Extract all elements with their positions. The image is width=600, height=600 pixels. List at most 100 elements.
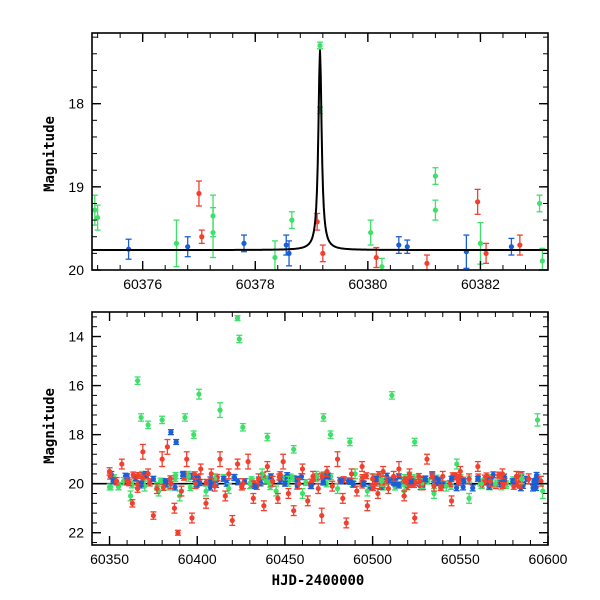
bottom-data-point (359, 463, 365, 470)
bottom-data-point (145, 422, 151, 428)
bottom-data-point (172, 472, 179, 479)
top-data-point (475, 199, 481, 205)
bottom-data-point (448, 498, 455, 504)
bottom-data-point (203, 488, 209, 494)
bottom-data-point (363, 473, 369, 479)
bottom-data-point (113, 478, 120, 484)
bottom-data-point (130, 472, 136, 478)
bottom-data-point (319, 512, 325, 519)
bottom-data-point (511, 483, 517, 489)
bottom-data-point (354, 488, 360, 494)
bottom-data-point (431, 490, 437, 497)
bottom-data-point (540, 488, 546, 494)
bottom-data-point (296, 481, 302, 487)
bottom-data-point (164, 444, 171, 450)
bottom-data-point (168, 429, 174, 435)
bottom-data-point (291, 446, 297, 452)
top-data-points (91, 41, 546, 270)
top-data-point (283, 242, 289, 248)
bottom-ticks: 60350 60400 60450 60500 60550 60600 14 16 18 20 22 (68, 312, 568, 567)
bottom-data-point (252, 483, 258, 489)
bottom-data-point (192, 481, 199, 487)
bottom-data-points (106, 315, 546, 536)
bottom-data-point (531, 478, 537, 484)
bottom-data-point (208, 471, 214, 477)
top-xtick-label: 60376 (123, 276, 162, 292)
top-data-point (272, 254, 278, 261)
top-data-point (173, 240, 180, 246)
bottom-data-point (340, 495, 346, 501)
top-ytick-label: 18 (68, 96, 84, 112)
top-data-point (185, 244, 191, 250)
bottom-data-point (389, 392, 395, 398)
bottom-data-point (234, 461, 241, 467)
top-plot-frame (91, 32, 549, 271)
bottom-data-point (198, 466, 204, 472)
bottom-data-point (422, 476, 428, 482)
bottom-ytick-label: 14 (68, 329, 84, 345)
bottom-data-point (280, 459, 286, 465)
top-xtick-label: 60382 (461, 276, 500, 292)
bottom-data-point (447, 480, 453, 487)
bottom-data-point (163, 478, 169, 484)
top-data-point (517, 242, 523, 248)
bottom-data-point (448, 476, 455, 482)
top-data-point (320, 250, 326, 256)
bottom-data-point (338, 478, 344, 484)
bottom-data-point (212, 476, 218, 482)
bottom-data-point (220, 476, 227, 482)
bottom-data-point (408, 478, 414, 484)
bottom-data-point (466, 495, 472, 501)
bottom-data-point (240, 481, 246, 487)
bottom-data-point (347, 439, 353, 445)
bottom-data-point (299, 490, 306, 497)
top-ticks: 60376 60378 60380 60382 18 19 20 (68, 33, 548, 292)
bottom-data-point (203, 500, 209, 506)
bottom-data-point (291, 508, 297, 514)
bottom-data-point (285, 490, 292, 497)
bottom-data-point (440, 473, 446, 479)
bottom-data-point (159, 456, 165, 462)
bottom-data-point (226, 485, 232, 492)
top-data-point (286, 250, 292, 256)
bottom-data-point (457, 468, 463, 475)
bottom-data-point (203, 479, 209, 485)
bottom-plot-frame (91, 311, 549, 546)
bottom-data-point (424, 456, 430, 462)
bottom-data-point (534, 417, 541, 423)
top-data-point (210, 229, 216, 236)
top-data-point (199, 234, 205, 240)
bottom-data-point (401, 493, 407, 499)
top-data-point (432, 207, 439, 213)
bottom-data-point (138, 414, 144, 421)
bottom-data-point (475, 463, 481, 470)
bottom-data-point (182, 414, 188, 421)
bottom-data-point (275, 495, 281, 501)
bottom-data-point (245, 459, 251, 465)
bottom-data-point (483, 473, 490, 479)
bottom-data-point (519, 476, 525, 482)
bottom-data-point (222, 493, 228, 499)
bottom-data-point (470, 485, 476, 491)
bottom-data-point (191, 432, 197, 438)
bottom-data-point (217, 456, 223, 462)
bottom-data-point (431, 483, 437, 489)
bottom-ytick-label: 16 (68, 378, 84, 394)
bottom-data-point (119, 461, 125, 467)
bottom-data-point (348, 471, 355, 477)
bottom-data-point (310, 473, 316, 479)
bottom-data-point (173, 439, 179, 445)
top-data-point (317, 42, 323, 49)
bottom-data-point (417, 478, 423, 484)
bottom-xtick-label: 60400 (178, 551, 217, 567)
bottom-xtick-label: 60550 (441, 551, 480, 567)
bottom-data-point (231, 475, 238, 481)
bottom-data-point (282, 481, 288, 487)
bottom-data-point (478, 481, 484, 487)
bottom-data-point (454, 461, 460, 467)
bottom-data-point (106, 468, 113, 475)
panel-top: 60376 60378 60380 60382 18 19 20 Magnitude (42, 32, 549, 292)
bottom-data-point (319, 473, 325, 479)
bottom-data-point (343, 520, 349, 526)
bottom-data-point (460, 484, 466, 490)
